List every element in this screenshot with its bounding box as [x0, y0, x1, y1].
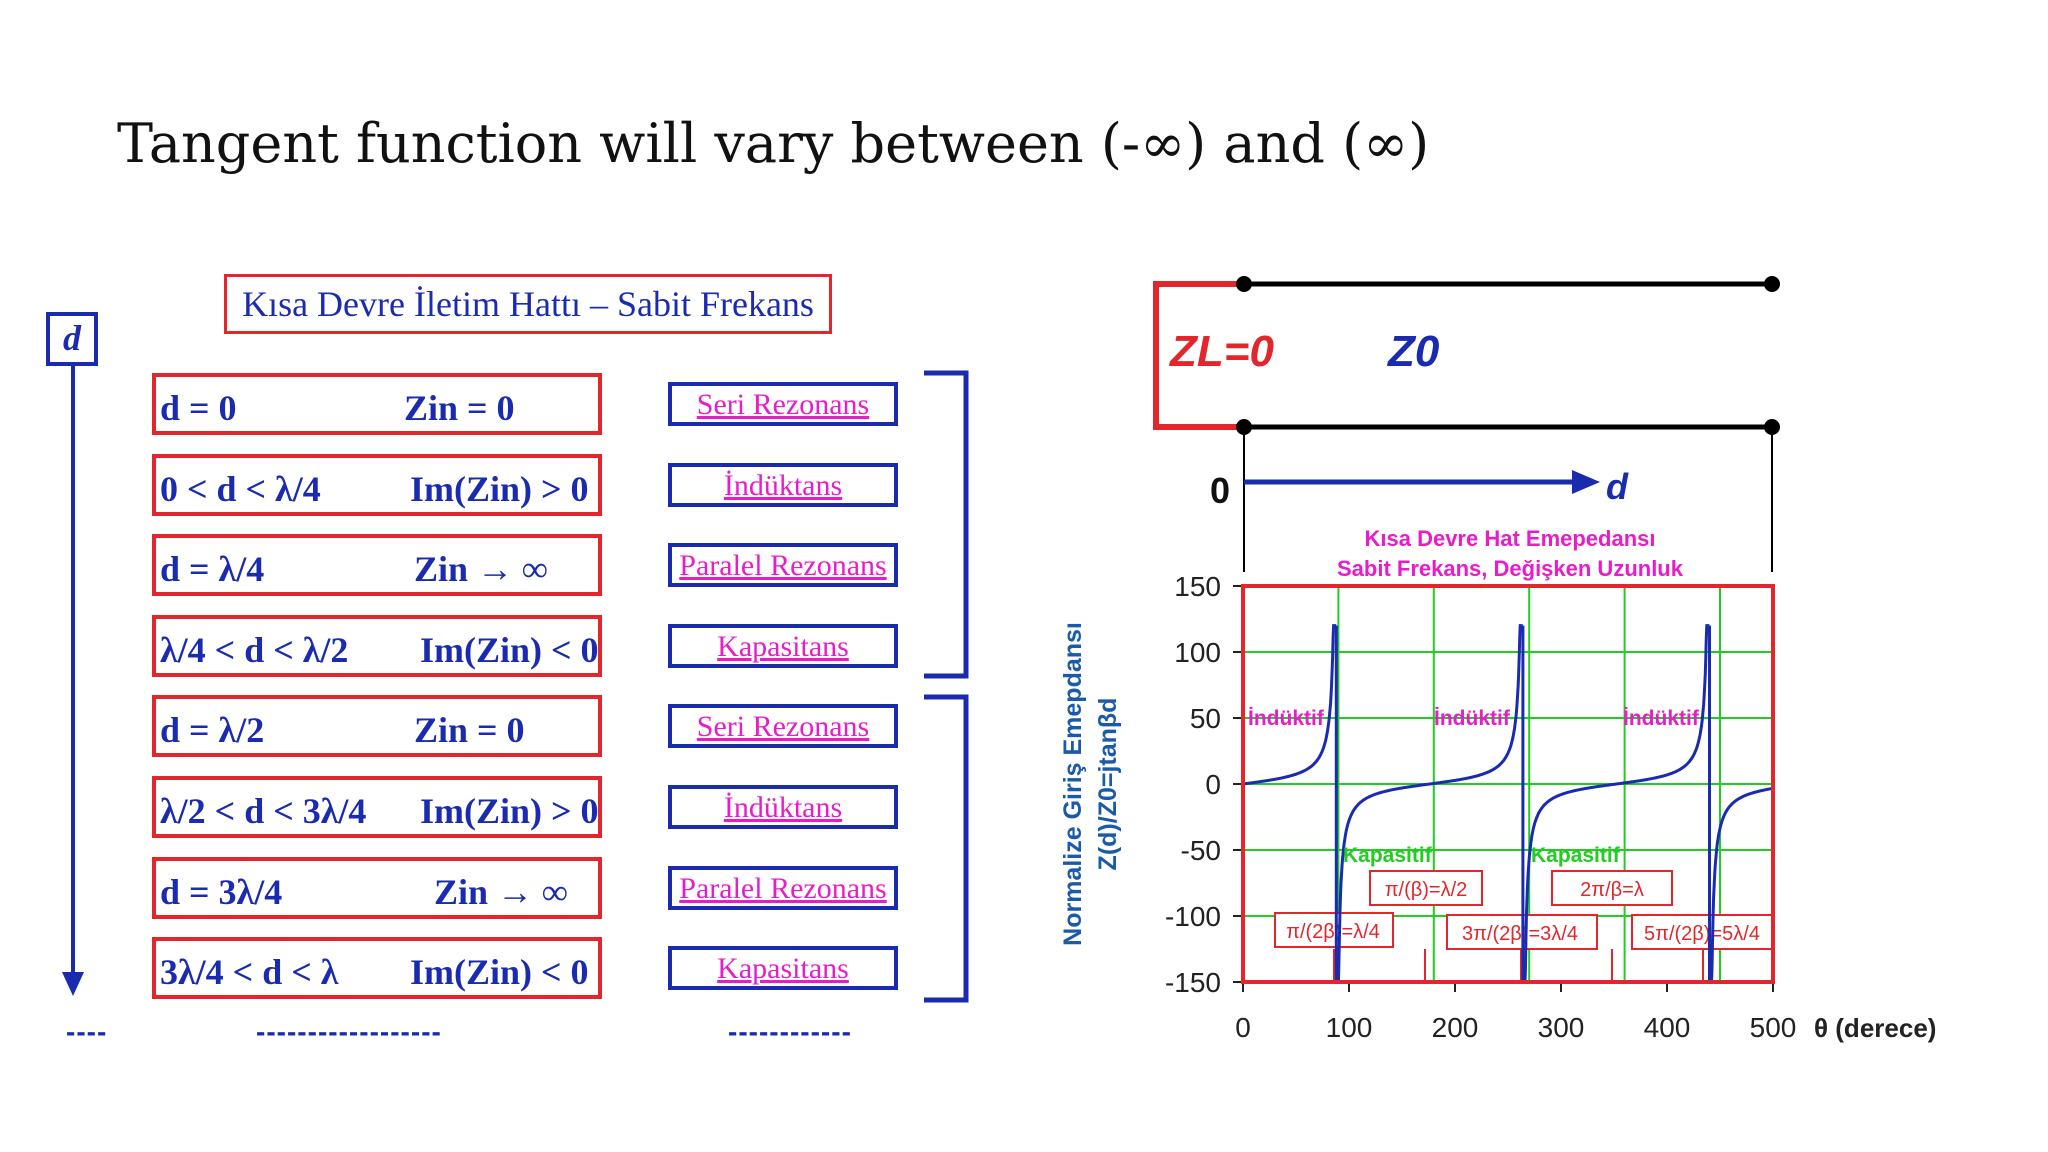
bracket-bottom	[924, 694, 969, 1003]
panel-title: Kısa Devre İletim Hattı – Sabit Frekans	[224, 274, 832, 334]
direction-arrow-head	[1572, 470, 1600, 494]
y-label-1: Normalize Giriş Emepdansı	[1059, 622, 1087, 946]
resonance-label: Seri Rezonans	[668, 382, 898, 426]
line-label: Z0	[1386, 327, 1440, 376]
origin-label: 0	[1210, 470, 1230, 511]
x-tick-label: 400	[1644, 1012, 1691, 1043]
row-impedance: Zin = 0	[414, 710, 525, 750]
x-label: θ (derece)	[1814, 1013, 1936, 1043]
row-condition: λ/4 < d < λ/2	[160, 630, 349, 670]
x-tick-label: 0	[1235, 1012, 1251, 1043]
y-tick-label: 0	[1205, 769, 1221, 800]
condition-row: d = λ/4 Zin → ∞	[152, 534, 602, 596]
y-tick-label: 50	[1190, 703, 1221, 734]
y-tick-label: -100	[1165, 901, 1221, 932]
marker-label: 2π/β=λ	[1580, 879, 1644, 901]
marker-label: 3π/(2β)=3λ/4	[1462, 923, 1578, 945]
dash-2: ------------------	[256, 1016, 442, 1047]
condition-row: λ/4 < d < λ/2 Im(Zin) < 0	[152, 615, 602, 677]
node-top-left	[1236, 276, 1252, 292]
row-impedance: Zin → ∞	[434, 872, 568, 912]
chart-title: Kısa Devre Hat Emepedansı	[1364, 526, 1655, 551]
row-condition: 0 < d < λ/4	[160, 469, 321, 509]
d-arrow-head	[62, 972, 84, 996]
condition-row: 3λ/4 < d < λ Im(Zin) < 0	[152, 937, 602, 999]
marker-label: 5π/(2β)=5λ/4	[1644, 923, 1760, 945]
x-tick-label: 500	[1750, 1012, 1797, 1043]
resonance-label: Seri Rezonans	[668, 704, 898, 748]
condition-row: d = λ/2 Zin = 0	[152, 695, 602, 757]
row-condition: λ/2 < d < 3λ/4	[160, 791, 367, 831]
row-impedance: Zin → ∞	[414, 549, 548, 589]
row-condition: d = 0	[160, 388, 237, 428]
condition-row: d = 3λ/4 Zin → ∞	[152, 857, 602, 919]
row-impedance: Zin = 0	[404, 388, 515, 428]
marker-label: π/(2β)=λ/4	[1286, 921, 1380, 943]
row-condition: d = 3λ/4	[160, 872, 283, 912]
tangent-curve	[1242, 624, 1774, 984]
inductive-label: İndüktif	[1434, 707, 1511, 730]
resonance-label: İndüktans	[668, 463, 898, 507]
x-tick-label: 300	[1538, 1012, 1585, 1043]
resonance-label: Paralel Rezonans	[668, 543, 898, 587]
slide-title: Tangent function will vary between (-∞) …	[117, 112, 1430, 175]
row-impedance: Im(Zin) > 0	[420, 791, 599, 831]
direction-label: d	[1606, 466, 1629, 507]
row-condition: d = λ/4	[160, 549, 265, 589]
inductive-label: İndüktif	[1623, 707, 1700, 730]
marker-label: π/(β)=λ/2	[1385, 879, 1468, 901]
row-impedance: Im(Zin) < 0	[410, 952, 589, 992]
load-label: ZL=0	[1168, 327, 1274, 376]
y-tick-label: -150	[1165, 967, 1221, 998]
chart-subtitle: Sabit Frekans, Değişken Uzunluk	[1337, 556, 1684, 581]
node-top-right	[1764, 276, 1780, 292]
bracket-top	[924, 370, 969, 679]
plot-frame	[1241, 584, 1775, 984]
condition-row: λ/2 < d < 3λ/4 Im(Zin) > 0	[152, 776, 602, 838]
d-axis-label: d	[46, 312, 98, 366]
capacitive-label: Kapasitif	[1343, 844, 1433, 867]
marker-box	[1369, 870, 1483, 906]
resonance-label: Kapasitans	[668, 946, 898, 990]
row-impedance: Im(Zin) > 0	[410, 469, 589, 509]
y-tick-label: 100	[1174, 637, 1221, 668]
marker-box	[1274, 912, 1394, 948]
dash-1: ----	[66, 1016, 108, 1047]
x-tick-label: 100	[1326, 1012, 1373, 1043]
row-condition: d = λ/2	[160, 710, 265, 750]
row-impedance: Im(Zin) < 0	[420, 630, 599, 670]
y-tick-label: -50	[1181, 835, 1221, 866]
resonance-label: İndüktans	[668, 785, 898, 829]
row-condition: 3λ/4 < d < λ	[160, 952, 339, 992]
x-tick-label: 200	[1432, 1012, 1479, 1043]
capacitive-label: Kapasitif	[1531, 844, 1621, 867]
dash-3: ------------	[728, 1016, 852, 1047]
inductive-label: İndüktif	[1248, 707, 1325, 730]
y-tick-label: 150	[1174, 571, 1221, 602]
y-label-2: Z(d)/Z0=jtanβd	[1094, 698, 1122, 871]
resonance-label: Kapasitans	[668, 624, 898, 668]
resonance-label: Paralel Rezonans	[668, 866, 898, 910]
marker-box	[1551, 870, 1673, 906]
condition-row: d = 0 Zin = 0	[152, 373, 602, 435]
load-short	[1153, 281, 1246, 430]
condition-row: 0 < d < λ/4 Im(Zin) > 0	[152, 454, 602, 516]
